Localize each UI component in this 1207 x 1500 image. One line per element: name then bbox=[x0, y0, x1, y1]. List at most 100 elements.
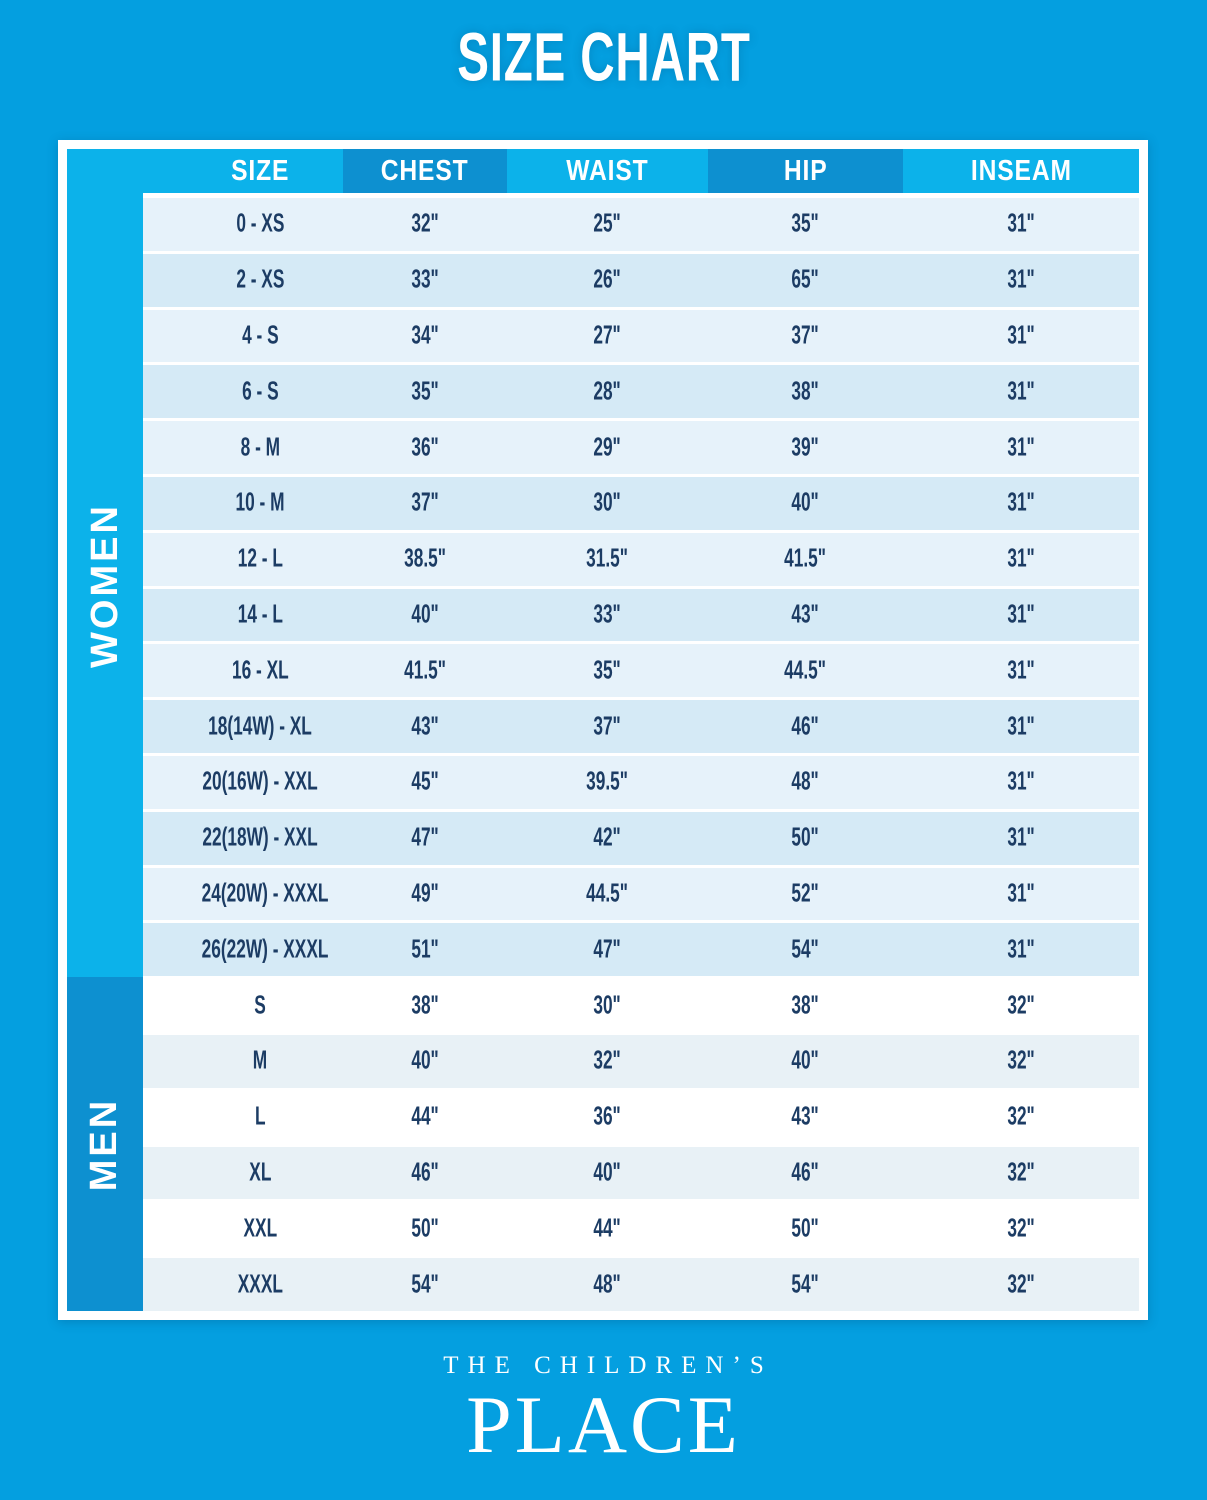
size-cell: M bbox=[143, 1046, 343, 1076]
column-header-chest: CHEST bbox=[343, 149, 507, 193]
inseam-cell: 31" bbox=[903, 767, 1139, 796]
chest-cell: 40" bbox=[343, 1046, 507, 1076]
cell-value: 47" bbox=[593, 934, 622, 964]
cell-value: XXL bbox=[243, 1213, 277, 1243]
cell-value: 14 - L bbox=[237, 599, 283, 630]
hip-cell: 35" bbox=[708, 209, 903, 238]
table-row: 24(20W) - XXXL 49" 44.5" 52" 31" bbox=[143, 867, 1139, 924]
chest-cell: 32" bbox=[343, 209, 507, 238]
chest-cell: 35" bbox=[343, 376, 507, 406]
chest-cell: 49" bbox=[343, 879, 507, 908]
table-row: 26(22W) - XXXL 51" 47" 54" 31" bbox=[143, 923, 1139, 980]
cell-value: 32" bbox=[1007, 1046, 1035, 1076]
waist-cell: 44" bbox=[507, 1213, 708, 1243]
cell-value: 54" bbox=[411, 1269, 439, 1299]
brand-name-top: THE CHILDREN’S bbox=[443, 1352, 773, 1379]
waist-cell: 40" bbox=[507, 1158, 708, 1187]
cell-value: 8 - M bbox=[240, 432, 280, 462]
cell-value: 28" bbox=[593, 376, 622, 406]
cell-value: S bbox=[254, 990, 266, 1020]
hip-cell: 46" bbox=[708, 1157, 903, 1187]
size-cell: 26(22W) - XXXL bbox=[143, 934, 343, 964]
inseam-cell: 31" bbox=[903, 321, 1139, 350]
size-cell: 10 - M bbox=[143, 488, 343, 517]
table-row: 20(16W) - XXL 45" 39.5" 48" 31" bbox=[143, 755, 1139, 812]
waist-cell: 47" bbox=[507, 934, 708, 964]
cell-value: 46" bbox=[791, 711, 820, 741]
cell-value: 2 - XS bbox=[235, 265, 285, 295]
cell-value: 32" bbox=[1007, 1157, 1035, 1187]
chest-cell: 43" bbox=[343, 711, 507, 740]
hip-cell: 40" bbox=[708, 1046, 903, 1076]
table-body: WOMEN MEN 0 - XS 32" 25" 35" 31" 2 - XS 33" 26"… bbox=[67, 193, 1139, 1311]
hip-cell: 46" bbox=[708, 711, 903, 741]
cell-value: 46" bbox=[791, 1157, 820, 1187]
cell-value: 30" bbox=[593, 990, 622, 1020]
cell-value: 32" bbox=[1007, 1269, 1035, 1299]
size-cell: 18(14W) - XL bbox=[143, 711, 343, 740]
hip-cell: 40" bbox=[708, 488, 903, 517]
inseam-cell: 31" bbox=[903, 377, 1139, 406]
waist-cell: 36" bbox=[507, 1102, 708, 1131]
cell-value: 45" bbox=[411, 767, 439, 797]
cell-value: 40" bbox=[791, 1046, 820, 1076]
cell-value: 36" bbox=[411, 432, 439, 462]
size-cell: 4 - S bbox=[143, 321, 343, 350]
hip-cell: 54" bbox=[708, 1269, 903, 1298]
inseam-cell: 31" bbox=[903, 599, 1139, 630]
chest-cell: 41.5" bbox=[343, 656, 507, 685]
hip-cell: 48" bbox=[708, 767, 903, 796]
table-row: 0 - XS 32" 25" 35" 31" bbox=[143, 198, 1139, 254]
cell-value: 32" bbox=[1007, 1102, 1035, 1132]
size-cell: 14 - L bbox=[143, 599, 343, 630]
size-table: SIZE CHEST WAIST HIP INSEAM WOME bbox=[67, 149, 1139, 1311]
cell-value: 52" bbox=[791, 878, 820, 908]
cell-value: 40" bbox=[411, 1046, 439, 1076]
hip-cell: 41.5" bbox=[708, 544, 903, 573]
hip-cell: 54" bbox=[708, 934, 903, 964]
size-cell: L bbox=[143, 1102, 343, 1131]
cell-value: 42" bbox=[593, 823, 622, 853]
cell-value: 31" bbox=[1007, 711, 1035, 741]
brand-name-bottom: PLACE bbox=[466, 1379, 741, 1470]
cell-value: 43" bbox=[791, 1102, 820, 1132]
cell-value: 26" bbox=[593, 265, 622, 295]
inseam-cell: 32" bbox=[903, 1214, 1139, 1243]
cell-value: 26(22W) - XXXL bbox=[201, 934, 329, 964]
chest-cell: 50" bbox=[343, 1214, 507, 1243]
inseam-cell: 31" bbox=[903, 879, 1139, 908]
cell-value: 44" bbox=[411, 1102, 439, 1132]
cell-value: XXXL bbox=[237, 1269, 283, 1299]
table-row: 16 - XL 41.5" 35" 44.5" 31" bbox=[143, 644, 1139, 701]
cell-value: 31" bbox=[1007, 599, 1035, 630]
table-row: XXXL 54" 48" 54" 32" bbox=[143, 1258, 1139, 1311]
cell-value: 30" bbox=[593, 488, 622, 518]
cell-value: 25" bbox=[593, 209, 622, 239]
cell-value: M bbox=[252, 1046, 268, 1076]
size-cell: 6 - S bbox=[143, 377, 343, 406]
size-cell: 2 - XS bbox=[143, 265, 343, 295]
waist-cell: 29" bbox=[507, 432, 708, 461]
chest-cell: 47" bbox=[343, 823, 507, 852]
hip-cell: 50" bbox=[708, 823, 903, 853]
waist-cell: 44.5" bbox=[507, 879, 708, 908]
cell-value: 35" bbox=[411, 376, 439, 406]
waist-cell: 35" bbox=[507, 656, 708, 685]
cell-value: 38" bbox=[791, 990, 820, 1020]
cell-value: 44" bbox=[593, 1213, 622, 1243]
cell-value: 54" bbox=[791, 934, 820, 964]
cell-value: 32" bbox=[593, 1046, 622, 1076]
table-row: 12 - L 38.5" 31.5" 41.5" 31" bbox=[143, 532, 1139, 589]
waist-cell: 30" bbox=[507, 990, 708, 1020]
inseam-cell: 32" bbox=[903, 1102, 1139, 1132]
cell-value: 31" bbox=[1007, 488, 1035, 518]
inseam-cell: 31" bbox=[903, 544, 1139, 573]
cell-value: 65" bbox=[791, 265, 820, 295]
inseam-cell: 31" bbox=[903, 823, 1139, 852]
section-label-men: MEN bbox=[67, 977, 143, 1311]
cell-value: 12 - L bbox=[237, 544, 283, 574]
brand-logo: THE CHILDREN’S PLACE bbox=[0, 1352, 1207, 1466]
cell-value: 50" bbox=[791, 823, 820, 853]
cell-value: 34" bbox=[411, 320, 439, 351]
page-title: SIZE CHART bbox=[0, 19, 1207, 96]
